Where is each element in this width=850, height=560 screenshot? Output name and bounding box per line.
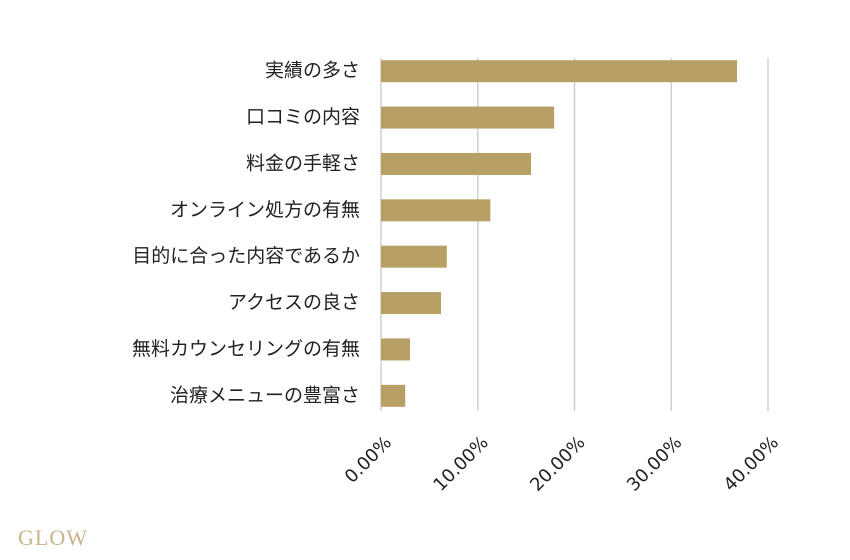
bar (381, 384, 406, 407)
logo: GLOW (18, 525, 88, 550)
y-tick-label: 実績の多さ (265, 60, 360, 82)
x-tick-label: 40.00% (720, 432, 783, 495)
bar (381, 106, 555, 129)
y-tick-label: 料金の手軽さ (246, 152, 360, 174)
y-tick-label: 目的に合った内容であるか (132, 245, 360, 267)
bar (381, 245, 447, 268)
y-tick-label: オンライン処方の有無 (170, 199, 360, 221)
bar (381, 152, 531, 175)
y-tick-label: 治療メニューの豊富さ (170, 384, 360, 406)
x-tick-label: 20.00% (526, 432, 589, 495)
bar (381, 338, 411, 361)
x-tick-label: 10.00% (429, 432, 492, 495)
bar (381, 60, 738, 83)
x-tick-label: 0.00% (341, 432, 396, 487)
y-tick-label: 無料カウンセリングの有無 (132, 338, 360, 360)
bar (381, 199, 491, 222)
x-tick-label: 30.00% (623, 432, 686, 495)
bar (381, 292, 441, 315)
y-tick-label: 口コミの内容 (246, 106, 360, 128)
y-tick-label: アクセスの良さ (228, 292, 360, 314)
